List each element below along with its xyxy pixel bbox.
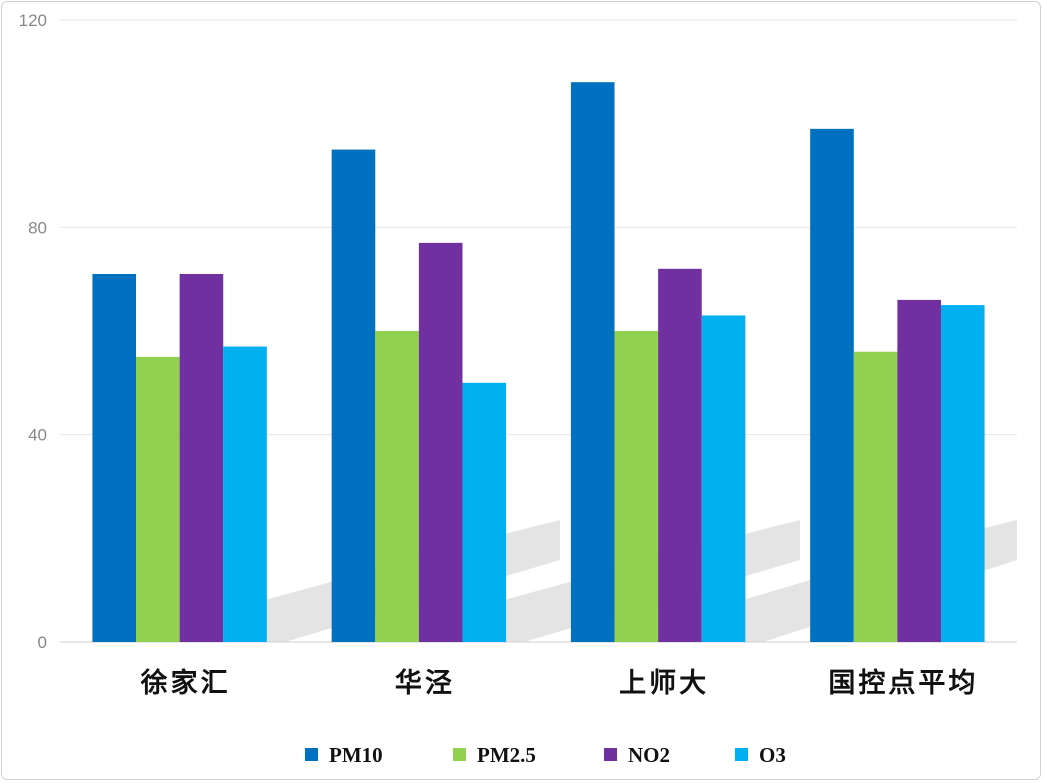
bar-pm10 (570, 82, 615, 642)
legend-label: NO2 (628, 743, 670, 767)
legend-label: PM10 (329, 743, 383, 767)
y-tick-label: 0 (38, 633, 47, 652)
legend-swatch (604, 748, 617, 761)
category-labels: 徐家汇 华泾 上师大 国控点平均 (140, 667, 978, 699)
bar-pm25 (853, 351, 898, 642)
x-category-label: 徐家汇 (140, 667, 231, 699)
legend-swatch (453, 748, 466, 761)
legend-label: PM2.5 (477, 743, 536, 767)
bar-no2 (658, 268, 702, 642)
bar-no2 (897, 299, 941, 642)
bar-no2 (179, 273, 224, 642)
legend-swatch (305, 748, 318, 761)
x-category-label: 上师大 (619, 668, 709, 699)
bar-pm25 (614, 331, 659, 642)
x-category-label: 国控点平均 (828, 668, 978, 699)
bar-o3 (223, 346, 267, 642)
legend: PM10 PM2.5 NO2 O3 (305, 743, 786, 767)
y-tick-label: 120 (19, 11, 47, 30)
x-category-label: 华泾 (395, 667, 455, 699)
bar-o3 (940, 305, 985, 642)
legend-swatch (735, 748, 748, 761)
bar-o3 (462, 382, 507, 642)
bar-pm10 (92, 273, 137, 642)
bar-o3 (701, 315, 746, 642)
bar-no2 (418, 242, 463, 642)
bar-pm10 (810, 128, 854, 643)
y-tick-label: 80 (28, 218, 47, 237)
bar-pm25 (375, 331, 419, 642)
bars (92, 82, 985, 643)
y-tick-label: 40 (28, 426, 47, 445)
legend-label: O3 (759, 743, 786, 767)
bar-pm10 (331, 149, 376, 643)
bar-pm25 (136, 356, 180, 642)
